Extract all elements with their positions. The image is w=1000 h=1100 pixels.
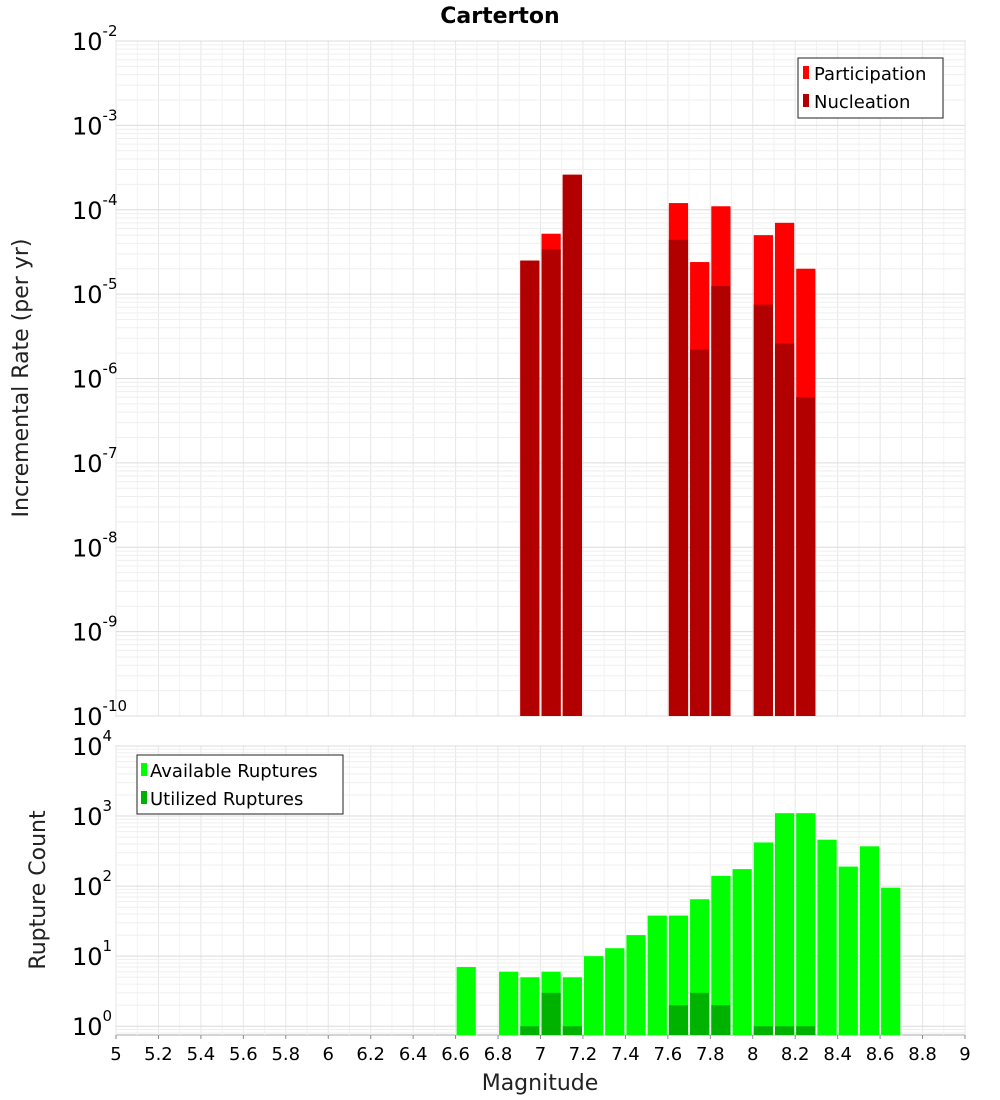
top-y-tick-label: 10-7 xyxy=(72,444,118,478)
available-ruptures-bar xyxy=(753,842,773,1035)
x-tick-label: 8 xyxy=(747,1044,758,1065)
x-tick-label: 8.8 xyxy=(908,1044,937,1065)
x-tick-label: 7 xyxy=(535,1044,546,1065)
x-tick-label: 6.4 xyxy=(399,1044,428,1065)
nucleation-bar xyxy=(520,260,540,716)
available-ruptures-bar xyxy=(647,915,667,1035)
top-panel: 10-10 10-9 10-8 10-7 10-6 10-5 10-4 10-3 10-2 In… xyxy=(9,22,966,731)
legend-label-participation: Participation xyxy=(814,64,926,85)
bottom-y-tick-label: 104 xyxy=(72,727,112,761)
nucleation-bar xyxy=(668,239,689,716)
x-tick-label: 5 xyxy=(110,1044,121,1065)
top-y-tick-label: 10-9 xyxy=(72,613,118,647)
nucleation-bar xyxy=(796,397,816,716)
nucleation-bar xyxy=(774,343,795,716)
x-tick-label: 5.2 xyxy=(144,1044,173,1065)
x-axis-label: Magnitude xyxy=(482,1071,599,1096)
bottom-y-axis-label: Rupture Count xyxy=(26,810,51,970)
top-legend-box xyxy=(797,57,944,119)
nucleation-bar xyxy=(753,304,773,716)
available-ruptures-bar xyxy=(499,971,519,1035)
utilized-ruptures-bar xyxy=(690,992,710,1035)
top-y-tick-label: 10-8 xyxy=(72,528,118,562)
bottom-legend: Available Ruptures Utilized Ruptures xyxy=(136,754,344,815)
available-ruptures-bar xyxy=(774,813,795,1035)
top-legend: Participation Nucleation xyxy=(797,57,944,119)
x-tick-label: 8.2 xyxy=(781,1044,810,1065)
available-ruptures-bar xyxy=(456,967,476,1035)
utilized-ruptures-bar xyxy=(753,1026,773,1035)
legend-swatch-available xyxy=(141,763,147,776)
bottom-y-ticks: 100 101 102 103 104 xyxy=(72,727,112,1041)
legend-swatch-nucleation xyxy=(803,94,809,107)
top-bars xyxy=(520,174,816,716)
nucleation-bar xyxy=(541,249,561,716)
top-y-ticks: 10-10 10-9 10-8 10-7 10-6 10-5 10-4 10-3 10-2 xyxy=(72,22,127,731)
bottom-y-tick-label: 102 xyxy=(72,867,112,901)
x-tick-label: 6.6 xyxy=(441,1044,470,1065)
x-tick-label: 5.6 xyxy=(229,1044,258,1065)
bottom-bars xyxy=(456,813,901,1035)
available-ruptures-bar xyxy=(838,866,858,1035)
available-ruptures-bar xyxy=(881,887,901,1035)
x-tick-label: 8.6 xyxy=(866,1044,895,1065)
x-tick-label: 7.4 xyxy=(611,1044,640,1065)
bottom-y-tick-label: 101 xyxy=(72,937,112,971)
available-ruptures-bar xyxy=(859,846,880,1035)
available-ruptures-bar xyxy=(711,875,731,1035)
top-y-tick-label: 10-6 xyxy=(72,360,118,394)
x-tick-label: 6.2 xyxy=(356,1044,385,1065)
top-grid xyxy=(115,40,966,717)
utilized-ruptures-bar xyxy=(796,1026,816,1035)
available-ruptures-bar xyxy=(732,869,752,1035)
x-tick-label: 8.4 xyxy=(823,1044,852,1065)
legend-swatch-participation xyxy=(803,66,809,79)
available-ruptures-bar xyxy=(583,956,604,1035)
chart-title: Carterton xyxy=(440,4,559,29)
legend-swatch-utilized xyxy=(141,791,147,804)
x-tick-label: 5.4 xyxy=(187,1044,216,1065)
x-tick-label: 7.6 xyxy=(654,1044,683,1065)
top-y-tick-label: 10-4 xyxy=(72,191,118,225)
nucleation-bar xyxy=(562,174,582,716)
bottom-y-tick-label: 100 xyxy=(72,1007,112,1041)
bottom-y-tick-label: 103 xyxy=(72,797,112,831)
bottom-legend-box xyxy=(136,754,344,815)
available-ruptures-bar xyxy=(562,977,582,1035)
available-ruptures-bar xyxy=(605,948,625,1035)
x-tick-label: 7.2 xyxy=(569,1044,598,1065)
top-y-tick-label: 10-10 xyxy=(72,697,127,731)
x-tick-label: 5.8 xyxy=(271,1044,300,1065)
utilized-ruptures-bar xyxy=(711,1005,731,1035)
legend-label-utilized: Utilized Ruptures xyxy=(150,789,303,810)
available-ruptures-bar xyxy=(817,839,837,1035)
available-ruptures-bar xyxy=(520,977,540,1035)
utilized-ruptures-bar xyxy=(541,992,561,1035)
utilized-ruptures-bar xyxy=(520,1026,540,1035)
top-y-axis-label: Incremental Rate (per yr) xyxy=(9,239,34,518)
bottom-x-ticks: 5 5.2 5.4 5.6 5.8 6 6.2 6.4 6.6 6.8 7 7.2 7.4 7.6 7.8 8… xyxy=(110,1035,971,1065)
utilized-ruptures-bar xyxy=(668,1005,689,1035)
top-y-tick-label: 10-3 xyxy=(72,106,118,140)
nucleation-bar xyxy=(711,285,731,716)
available-ruptures-bar xyxy=(796,813,816,1035)
available-ruptures-bar xyxy=(668,915,689,1035)
nucleation-bar xyxy=(690,349,710,716)
bottom-panel: 100 101 102 103 104 5 5.2 5.4 5.6 5.8 6 6.2 6.4 6.6 6… xyxy=(26,727,971,1096)
x-tick-label: 7.8 xyxy=(696,1044,725,1065)
x-tick-label: 6 xyxy=(323,1044,334,1065)
x-tick-label: 9 xyxy=(959,1044,970,1065)
top-y-tick-label: 10-5 xyxy=(72,275,118,309)
x-tick-label: 6.8 xyxy=(484,1044,513,1065)
top-y-tick-label: 10-2 xyxy=(72,22,118,56)
legend-label-nucleation: Nucleation xyxy=(814,92,910,113)
utilized-ruptures-bar xyxy=(562,1026,582,1035)
available-ruptures-bar xyxy=(626,935,646,1035)
legend-label-available: Available Ruptures xyxy=(150,761,318,782)
utilized-ruptures-bar xyxy=(774,1026,795,1035)
